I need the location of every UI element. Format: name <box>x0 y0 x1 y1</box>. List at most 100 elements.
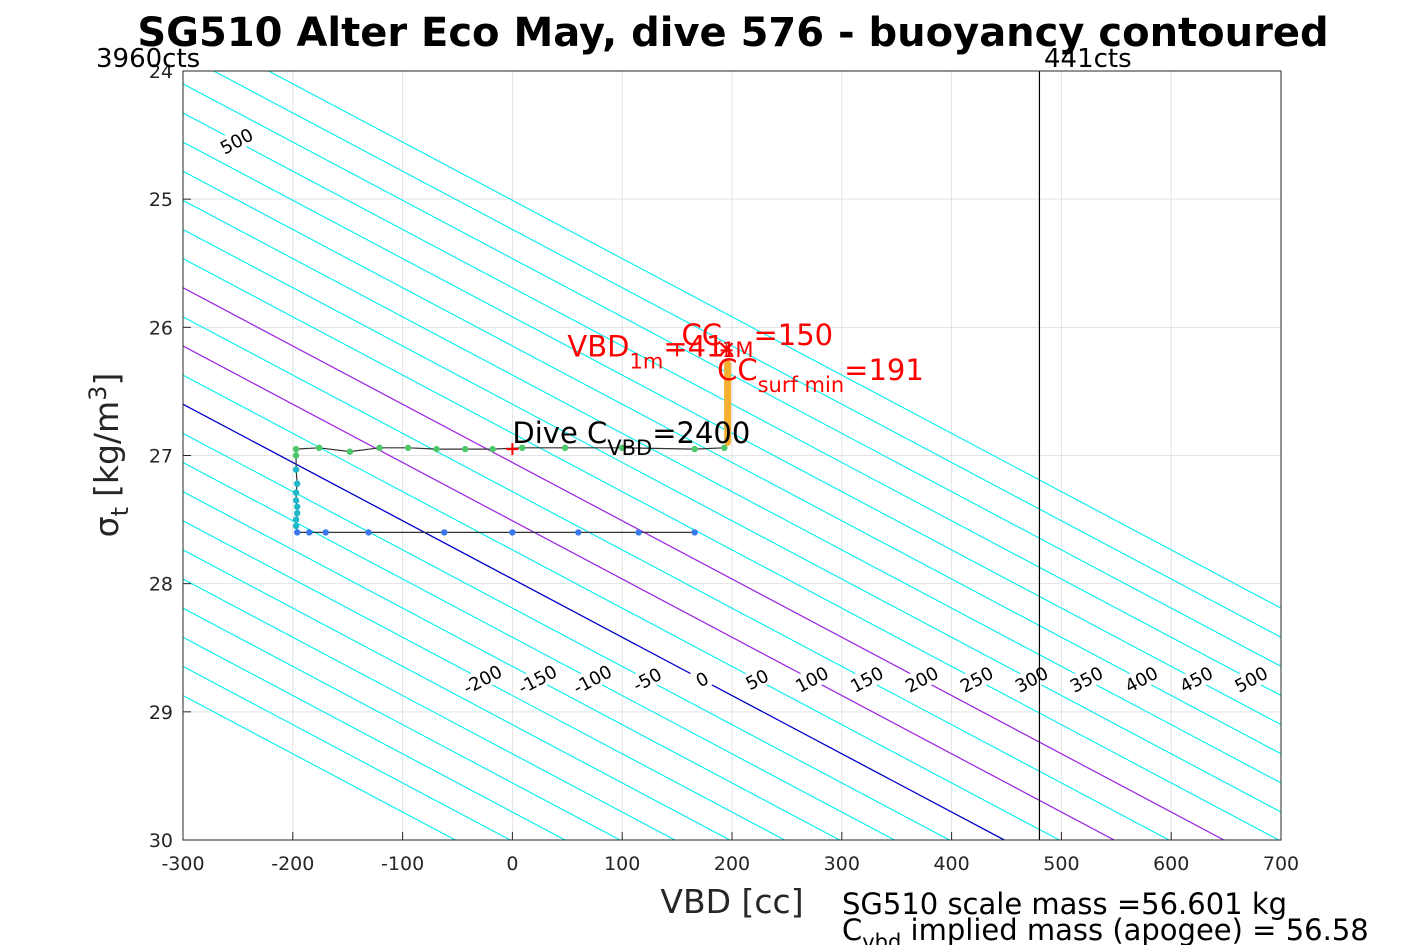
contour-line <box>183 257 1280 840</box>
data-point-dive <box>635 529 642 536</box>
x-tick-label: -300 <box>161 853 204 875</box>
data-point-climb <box>346 448 354 455</box>
contour-line <box>183 112 1281 697</box>
data-point-climb <box>721 444 728 452</box>
contour-line-magenta <box>183 345 1115 840</box>
contour-line <box>183 461 895 840</box>
x-tick-label: -100 <box>381 853 424 875</box>
contour-label-bg <box>737 662 777 696</box>
data-point-surface <box>724 407 731 414</box>
data-point-climb <box>461 445 469 453</box>
data-point-dive <box>293 529 301 536</box>
limit-left-label: 3960cts <box>96 44 200 74</box>
y-tick-label: 30 <box>149 830 173 852</box>
footer-scale-mass: SG510 scale mass =56.601 kg <box>842 887 1287 921</box>
y-tick-label: 29 <box>149 702 173 724</box>
data-point-dive <box>365 529 372 536</box>
annotation-label: Dive CVBD=2400 <box>512 416 750 460</box>
contour-line <box>183 374 1060 840</box>
data-point-dive <box>575 529 582 536</box>
data-point-surface <box>724 360 731 367</box>
contour-line <box>183 549 731 840</box>
contour-label-bg <box>216 123 257 158</box>
data-point-climb <box>292 452 300 459</box>
annotation-label: VBD1m=41 <box>567 329 724 373</box>
contour-label-bg <box>572 662 612 696</box>
y-axis-label-sub: t <box>106 507 134 516</box>
data-point-climb <box>691 445 698 453</box>
data-point-apogee <box>293 503 301 510</box>
data-point-surface <box>724 375 731 382</box>
contour-label-bg <box>1011 662 1051 696</box>
plus-marker <box>671 344 684 357</box>
data-point-climb <box>315 444 323 452</box>
x-marker <box>719 342 734 356</box>
contour-label-bg <box>517 662 557 696</box>
y-axis-label-base: σ <box>87 516 126 537</box>
x-tick-label: 700 <box>1263 853 1299 875</box>
data-point-climb <box>376 444 383 452</box>
data-point-apogee <box>292 516 300 523</box>
x-tick-label: 200 <box>714 853 750 875</box>
annotation-label: CC1M=150 <box>682 318 834 362</box>
contour-label-bg <box>901 662 942 696</box>
contour-line <box>183 607 621 840</box>
y-axis-label-sup: 3 <box>84 386 112 401</box>
y-tick-label: 28 <box>149 574 173 596</box>
data-point-dive <box>509 529 516 536</box>
data-point-apogee <box>293 480 301 487</box>
ticks: -300 -200 -100 0 100 200 300 400 500 600 700242526… <box>149 61 1299 875</box>
data-point-climb <box>292 445 300 453</box>
data-point-apogee <box>292 466 300 473</box>
contour-line <box>183 316 1170 840</box>
contour-label-bg <box>627 662 667 696</box>
footer-implied-mass: Cvbd implied mass (apogee) = 56.58 <box>842 913 1369 945</box>
contour-line <box>183 578 676 840</box>
data-point-surface <box>724 424 731 431</box>
x-tick-label: 0 <box>506 853 518 875</box>
x-axis-label: VBD [cc] <box>660 882 803 921</box>
x-tick-label: 300 <box>824 853 860 875</box>
data-point-dive <box>322 529 329 536</box>
contour-line <box>183 665 511 840</box>
contour-line <box>183 199 1281 784</box>
data-point-surface <box>724 390 731 398</box>
footer-implied-c: C <box>842 913 862 945</box>
contour-line <box>183 170 1281 755</box>
y-tick-label: 24 <box>149 61 173 83</box>
contour-label-bg <box>1121 662 1161 696</box>
plus-marker <box>506 443 519 456</box>
data-point-climb <box>433 445 440 453</box>
contour-label-bg <box>956 662 997 696</box>
y-tick-label: 26 <box>149 317 173 339</box>
limit-right-label: 441cts <box>1044 44 1132 74</box>
data-point-surface <box>724 439 731 446</box>
contour-line <box>183 141 1281 726</box>
contour-label-bg <box>1176 662 1216 696</box>
contour-line-magenta <box>183 287 1225 840</box>
contour-label-bottom: -50 <box>627 662 667 696</box>
contour-label-bottom: 0 <box>682 662 722 696</box>
data-point-climb <box>619 444 626 452</box>
annotation-label: CCsurf min=191 <box>717 353 924 397</box>
data-point-apogee <box>292 489 300 496</box>
x-tick-label: 500 <box>1043 853 1079 875</box>
data-point-apogee <box>292 497 300 504</box>
y-axis-label-unit: [kg/m <box>87 401 126 497</box>
contour-line <box>183 490 840 840</box>
data-point-climb <box>489 445 496 453</box>
footer-implied-sub: vbd <box>862 930 901 945</box>
y-tick-label: 27 <box>149 446 173 468</box>
contour-label-bg <box>1231 662 1271 696</box>
chart-title: SG510 Alter Eco May, dive 576 - buoyancy… <box>137 10 1328 56</box>
data-point-dive <box>306 529 313 536</box>
contour-line <box>183 636 566 840</box>
contour-line <box>183 83 1281 668</box>
data-point-climb <box>404 444 412 452</box>
contour-label-bg <box>791 662 832 696</box>
contour-line <box>183 694 456 840</box>
contour-line <box>183 228 1281 813</box>
buoyancy-contours <box>183 71 1281 840</box>
